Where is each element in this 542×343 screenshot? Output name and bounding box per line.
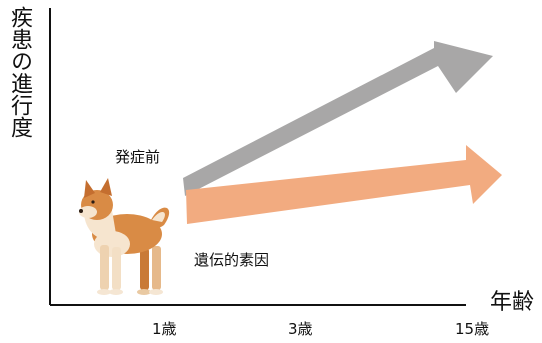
dog-image xyxy=(79,178,170,295)
y-axis-label: 疾患の進行度 xyxy=(7,6,32,138)
x-tick-3: 15歳 xyxy=(455,320,490,338)
x-tick-1: 1歳 xyxy=(152,320,177,338)
gray-arrow xyxy=(183,41,493,196)
x-axis-label: 年齢 xyxy=(489,290,534,315)
x-tick-2: 3歳 xyxy=(288,320,313,338)
genetic-factor-label: 遺伝的素因 xyxy=(194,251,270,269)
orange-arrow xyxy=(186,145,502,224)
pre-onset-label: 発症前 xyxy=(115,148,161,166)
